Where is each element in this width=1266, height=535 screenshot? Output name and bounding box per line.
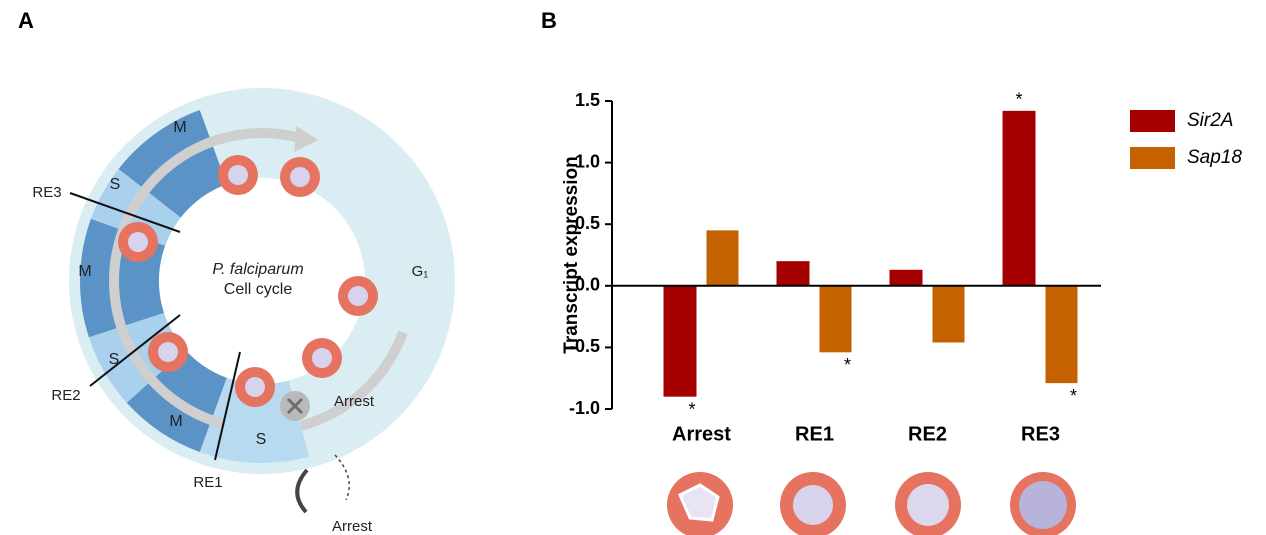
- bar: [777, 261, 810, 286]
- diagram-label: Arrest: [332, 518, 373, 535]
- parasite: [1019, 481, 1067, 529]
- parasite: [228, 165, 248, 185]
- bar: [1046, 286, 1078, 383]
- diagram-label: S: [110, 176, 121, 193]
- legend-swatch: [1130, 110, 1175, 132]
- cell-cycle-diagram: M S M S M S P. falciparum Cell cycle G₁ Arrest RE3…: [32, 88, 455, 535]
- bar: [1003, 111, 1036, 286]
- diagram-label: Cell cycle: [224, 281, 293, 298]
- arrest-arrow: [335, 455, 349, 500]
- parasite: [245, 377, 265, 397]
- y-tick-label: -1.0: [569, 398, 600, 418]
- arrest-arrow: [297, 470, 307, 512]
- parasite: [907, 484, 949, 526]
- y-tick-label: 1.5: [575, 90, 600, 110]
- diagram-label: M: [173, 119, 186, 136]
- x-tick-label: Arrest: [672, 423, 731, 445]
- parasite: [312, 348, 332, 368]
- bar: [820, 286, 852, 353]
- legend-swatch: [1130, 147, 1175, 169]
- x-tick-label: RE3: [1021, 423, 1060, 445]
- diagram-label: RE1: [193, 474, 222, 491]
- diagram-label: S: [109, 351, 120, 368]
- parasite: [793, 485, 833, 525]
- parasite: [290, 167, 310, 187]
- y-axis-label: Transcript expression: [561, 156, 582, 353]
- diagram-label: M: [78, 263, 91, 280]
- parasite: [158, 342, 178, 362]
- bar: [664, 286, 697, 397]
- legend-label: Sap18: [1187, 147, 1242, 168]
- significance: *: [1070, 386, 1077, 406]
- significance: *: [688, 399, 695, 419]
- diagram-label: RE2: [51, 387, 80, 404]
- bar: [890, 270, 923, 286]
- diagram-label: M: [169, 413, 182, 430]
- parasite: [348, 286, 368, 306]
- diagram-label: Arrest: [334, 393, 375, 410]
- legend-label: Sir2A: [1187, 110, 1233, 131]
- x-tick-label: RE1: [795, 423, 834, 445]
- significance: *: [1015, 90, 1022, 110]
- bar: [707, 230, 739, 285]
- diagram-label: RE3: [32, 184, 61, 201]
- diagram-label: S: [256, 431, 267, 448]
- panel-label: B: [541, 8, 557, 33]
- parasite: [128, 232, 148, 252]
- panel-label: A: [18, 8, 34, 33]
- cell-icons: [667, 472, 1076, 535]
- figure: M S M S M S P. falciparum Cell cycle G₁ Arrest RE3…: [0, 0, 1266, 535]
- significance: *: [844, 355, 851, 375]
- x-tick-label: RE2: [908, 423, 947, 445]
- bar: [933, 286, 965, 343]
- diagram-label: P. falciparum: [212, 261, 303, 278]
- diagram-label: G₁: [412, 263, 429, 280]
